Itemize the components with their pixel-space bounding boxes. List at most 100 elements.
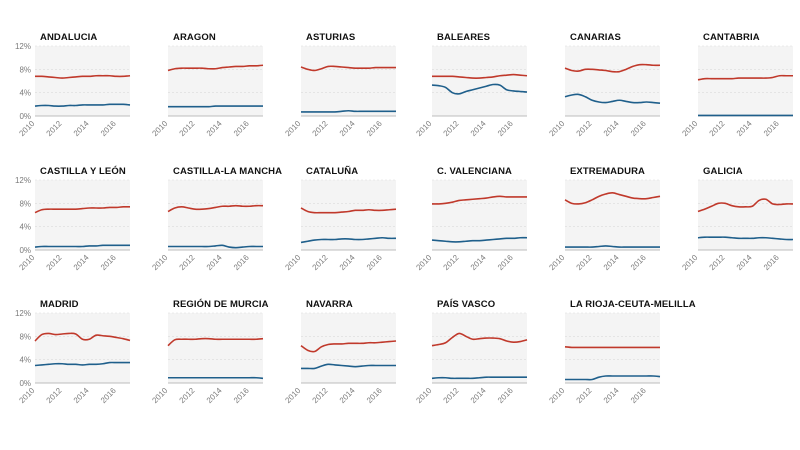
panel-title: C. VALENCIANA <box>437 166 513 177</box>
chart-panel: PAÍS VASCO 2010 2012 2014 2016 <box>414 299 562 427</box>
x-tick-label: 2014 <box>72 119 91 138</box>
series-line-red <box>431 195 527 205</box>
x-tick-label: 2016 <box>99 119 118 138</box>
x-tick-label: 2012 <box>45 386 64 405</box>
chart-panel: ARAGON 2010 2012 2014 2016 <box>150 32 298 160</box>
series-line-blue <box>168 105 263 108</box>
x-tick-label: 2012 <box>178 253 197 272</box>
series-line-blue <box>34 244 130 248</box>
x-tick-label: 2014 <box>205 386 224 405</box>
x-tick-label: 2012 <box>575 119 594 138</box>
series-line-blue <box>34 103 131 107</box>
chart-panel: CANARIAS 2010 2012 2014 2016 <box>547 32 695 160</box>
y-tick-label: 12% <box>15 176 31 185</box>
y-tick-label: 4% <box>19 356 31 365</box>
plot-background <box>565 46 660 116</box>
plot-background <box>432 313 527 383</box>
plot-background <box>698 46 793 116</box>
x-tick-label: 2016 <box>365 386 384 405</box>
x-tick-label: 2014 <box>72 253 91 272</box>
panel-title: CASTILLA-LA MANCHA <box>173 166 283 177</box>
y-tick-label: 8% <box>19 332 31 341</box>
chart-panel: BALEARES 2010 2012 2014 2016 <box>414 32 562 160</box>
x-tick-label: 2014 <box>469 253 488 272</box>
x-tick-label: 2016 <box>629 386 648 405</box>
chart-panel: CASTILLA Y LEÓN 0% 4% 8% 12% 2010 2012 2014 2016 <box>15 166 165 294</box>
plot-background <box>301 313 396 383</box>
x-tick-label: 2016 <box>99 253 118 272</box>
panel-title: EXTREMADURA <box>570 166 645 177</box>
plot-background <box>35 180 130 250</box>
x-tick-label: 2016 <box>629 253 648 272</box>
chart-panel: MADRID 0% 4% 8% 12% 2010 2012 2014 2016 <box>15 299 165 427</box>
panel-title: CANARIAS <box>570 32 621 43</box>
panel-title: ARAGON <box>173 32 216 43</box>
plot-background <box>432 46 527 116</box>
series-line-red <box>300 340 397 353</box>
x-tick-label: 2010 <box>17 386 36 405</box>
x-tick-label: 2012 <box>45 253 64 272</box>
x-tick-label: 2016 <box>99 386 118 405</box>
panel-plot: 2010 2012 2014 2016 <box>414 45 528 138</box>
x-tick-label: 2012 <box>442 253 461 272</box>
y-tick-label: 8% <box>19 199 31 208</box>
y-tick-label: 8% <box>19 65 31 74</box>
plot-background <box>432 180 527 250</box>
panel-title: ASTURIAS <box>306 32 356 43</box>
y-tick-label: 0% <box>19 112 31 121</box>
plot-background <box>35 313 130 383</box>
y-tick-label: 12% <box>15 42 31 51</box>
panel-title: MADRID <box>40 299 79 310</box>
panel-plot: 2010 2012 2014 2016 <box>283 179 397 272</box>
panel-title: PAÍS VASCO <box>437 299 496 310</box>
x-tick-label: 2012 <box>311 119 330 138</box>
series-line-blue <box>564 93 661 104</box>
panel-plot: 2010 2012 2014 2016 <box>150 179 264 272</box>
series-line-blue <box>431 236 528 243</box>
panel-title: REGIÓN DE MURCIA <box>173 299 269 310</box>
x-tick-label: 2012 <box>442 386 461 405</box>
x-tick-label: 2016 <box>232 253 251 272</box>
panel-plot: 0% 4% 8% 12% 2010 2012 2014 2016 <box>15 42 131 138</box>
x-tick-label: 2014 <box>735 253 754 272</box>
panel-plot: 0% 4% 8% 12% 2010 2012 2014 2016 <box>15 309 131 405</box>
series-line-blue <box>565 375 661 381</box>
series-line-blue <box>34 361 130 367</box>
x-tick-label: 2012 <box>708 253 727 272</box>
panel-title: CASTILLA Y LEÓN <box>40 166 126 177</box>
series-line-red <box>167 204 264 213</box>
panel-plot: 2010 2012 2014 2016 <box>547 312 661 405</box>
chart-panel: CANTABRIA 2010 2012 2014 2016 <box>680 32 800 160</box>
x-tick-label: 2014 <box>338 386 357 405</box>
chart-panel: EXTREMADURA 2010 2012 2014 2016 <box>547 166 695 294</box>
x-tick-label: 2016 <box>496 386 515 405</box>
x-tick-label: 2016 <box>365 119 384 138</box>
x-tick-label: 2014 <box>205 253 224 272</box>
series-line-blue <box>431 83 528 95</box>
panel-title: GALICIA <box>703 166 743 177</box>
x-tick-label: 2016 <box>232 386 251 405</box>
series-line-blue <box>301 109 396 113</box>
x-tick-label: 2016 <box>496 253 515 272</box>
x-tick-label: 2016 <box>762 253 781 272</box>
x-tick-label: 2012 <box>575 386 594 405</box>
series-line-red <box>34 332 131 342</box>
series-line-red <box>167 337 264 347</box>
plot-background <box>168 46 263 116</box>
panel-title: LA RIOJA-CEUTA-MELILLA <box>570 299 696 310</box>
x-tick-label: 2014 <box>205 119 224 138</box>
series-line-red <box>564 192 661 205</box>
chart-panel: LA RIOJA-CEUTA-MELILLA 2010 2012 2014 2016 <box>547 299 696 427</box>
chart-panel: CASTILLA-LA MANCHA 2010 2012 2014 2016 <box>150 166 298 294</box>
x-tick-label: 2012 <box>45 119 64 138</box>
series-line-red <box>431 332 528 347</box>
x-tick-label: 2014 <box>469 119 488 138</box>
x-tick-label: 2012 <box>575 253 594 272</box>
chart-panel: CATALUÑA 2010 2012 2014 2016 <box>283 166 431 294</box>
panel-plot: 2010 2012 2014 2016 <box>547 45 661 138</box>
x-tick-label: 2014 <box>602 119 621 138</box>
series-line-blue <box>168 376 264 380</box>
x-tick-label: 2016 <box>232 119 251 138</box>
plot-background <box>301 46 396 116</box>
